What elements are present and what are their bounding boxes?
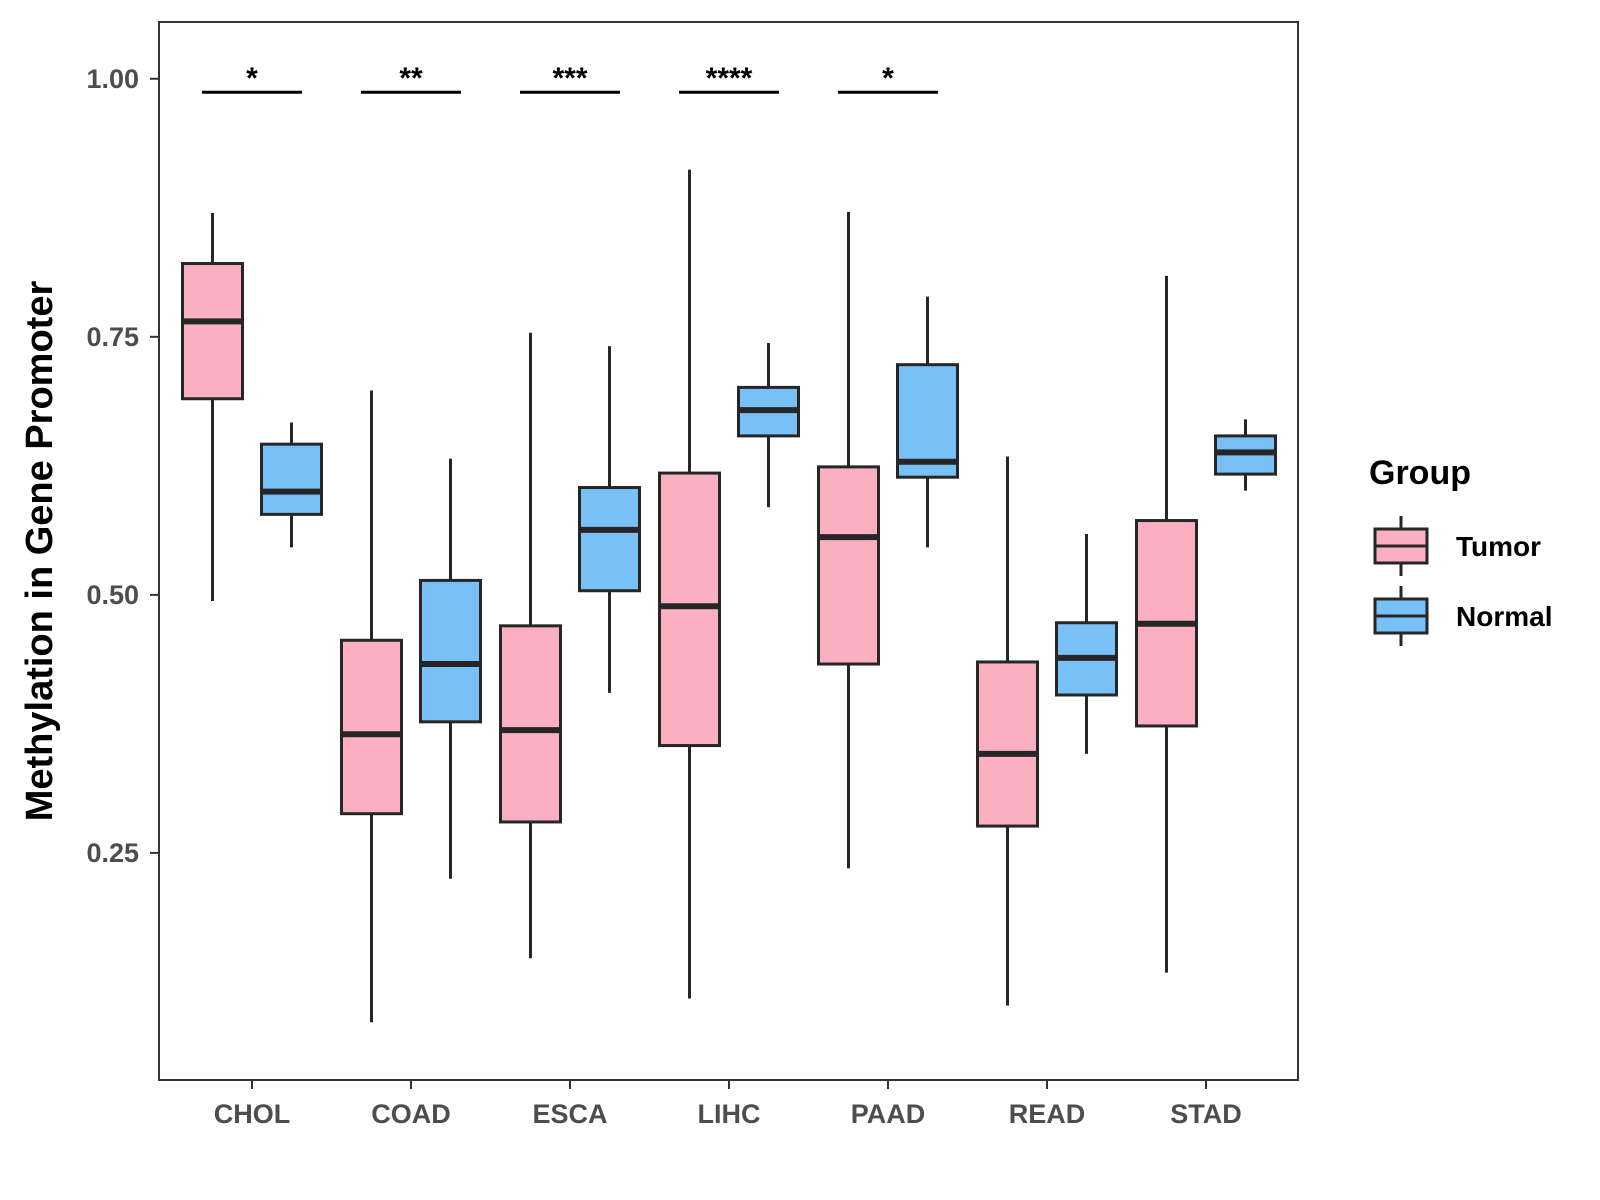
legend-label: Normal [1456, 601, 1552, 632]
legend: Group Tumor Normal [1369, 454, 1552, 646]
legend-item-normal: Normal [1373, 586, 1552, 646]
normal-box-read [1055, 533, 1118, 754]
iqr-box [340, 638, 403, 816]
iqr-box [658, 471, 721, 748]
significance-paad: * [838, 62, 938, 95]
normal-box-lihc [737, 343, 800, 508]
iqr-box [499, 624, 562, 824]
iqr-box [181, 262, 244, 401]
iqr-box [976, 660, 1039, 828]
tumor-box-esca [499, 332, 562, 959]
iqr-box [419, 578, 482, 724]
x-tick-label: CHOL [214, 1099, 291, 1129]
x-tick-label: ESCA [532, 1099, 607, 1129]
legend-title: Group [1369, 454, 1471, 492]
x-tick-label: PAAD [851, 1099, 926, 1129]
y-tick-label: 1.00 [86, 64, 139, 94]
significance-label: * [246, 62, 258, 95]
x-tick-label: READ [1009, 1099, 1086, 1129]
x-tick-label: LIHC [698, 1099, 761, 1129]
normal-box-esca [578, 346, 641, 693]
normal-box-paad [896, 296, 959, 548]
iqr-box [578, 486, 641, 593]
significance-lihc: **** [679, 62, 779, 95]
tumor-box-chol [181, 212, 244, 602]
tumor-box-paad [817, 211, 880, 869]
significance-coad: ** [361, 62, 461, 95]
plot-area: 0.25 0.50 0.75 1.00 Methylation in Gene Prom… [19, 21, 1299, 1129]
x-tick-label: STAD [1170, 1099, 1242, 1129]
y-tick-label: 0.50 [86, 580, 139, 610]
normal-box-coad [419, 458, 482, 879]
iqr-box [260, 442, 323, 516]
y-tick-label: 0.75 [86, 322, 139, 352]
series-normal [260, 296, 1277, 879]
iqr-box [817, 465, 880, 666]
y-axis-title: Methylation in Gene Promoter [19, 281, 61, 822]
plot-panel-border [158, 21, 1299, 1081]
normal-box-chol [260, 422, 323, 548]
tumor-box-lihc [658, 169, 721, 999]
tumor-box-stad [1135, 275, 1198, 973]
significance-label: **** [706, 62, 753, 95]
significance-label: * [882, 62, 894, 95]
tumor-box-read [976, 456, 1039, 1006]
x-tick-label: COAD [371, 1099, 451, 1129]
iqr-box [896, 363, 959, 479]
tumor-box-coad [340, 390, 403, 1023]
significance-label: *** [552, 62, 587, 95]
legend-label: Tumor [1456, 531, 1541, 562]
significance-chol: * [202, 62, 302, 95]
significance-label: ** [399, 62, 423, 95]
legend-item-tumor: Tumor [1373, 516, 1541, 576]
series-tumor [181, 169, 1198, 1023]
y-tick-label: 0.25 [86, 838, 139, 868]
normal-box-stad [1214, 419, 1277, 491]
significance-esca: *** [520, 62, 620, 95]
